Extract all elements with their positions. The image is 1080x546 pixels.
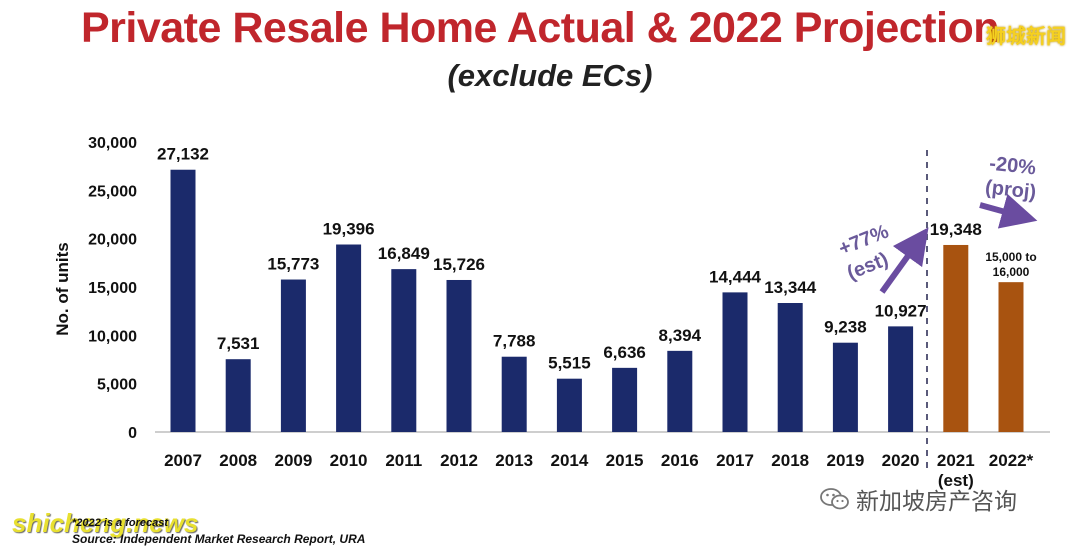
data-label-2016: 8,394 xyxy=(659,326,702,345)
y-tick-label: 20,000 xyxy=(88,232,137,249)
growth-arrow xyxy=(879,227,929,294)
x-tick-sublabel-2021: (est) xyxy=(938,471,974,490)
y-tick-label: 5,000 xyxy=(97,377,137,394)
chart-subtitle: (exclude ECs) xyxy=(447,58,653,93)
bar-2018 xyxy=(777,303,803,432)
bar-2022* xyxy=(998,282,1024,432)
bar-2010 xyxy=(336,244,362,432)
data-label-2007: 27,132 xyxy=(157,145,209,164)
x-tick-label-2022*: 2022* xyxy=(989,451,1034,470)
x-tick-label-2019: 2019 xyxy=(826,451,864,470)
bar-2009 xyxy=(280,279,306,432)
data-label-2012: 15,726 xyxy=(433,255,485,274)
data-label-2010: 19,396 xyxy=(323,220,375,239)
watermark-bottom-right: 新加坡房产咨询 xyxy=(820,482,1017,516)
decline-annotation-note: (proj) xyxy=(984,176,1037,203)
x-tick-label-2012: 2012 xyxy=(440,451,478,470)
chart-title: Private Resale Home Actual & 2022 Projec… xyxy=(80,4,1000,52)
data-label-2009: 15,773 xyxy=(267,255,319,274)
bar-2008 xyxy=(225,359,251,432)
bar-2021 xyxy=(943,244,969,432)
axes: 0 5,000 10,000 15,000 20,000 25,000 30,000 No. … xyxy=(53,135,1050,490)
source-note: Source: Independent Market Research Repo… xyxy=(72,532,366,546)
bar-2013 xyxy=(501,356,527,432)
x-tick-label-2016: 2016 xyxy=(661,451,699,470)
y-tick-label: 10,000 xyxy=(88,328,137,345)
data-label-2019: 9,238 xyxy=(824,318,867,337)
bar-2016 xyxy=(667,350,693,432)
data-label-2021: 19,348 xyxy=(930,220,982,239)
bar-2011 xyxy=(391,269,417,432)
x-tick-label-2011: 2011 xyxy=(385,451,422,470)
y-tick-label: 25,000 xyxy=(88,183,137,200)
bar-2019 xyxy=(832,342,858,432)
watermark-top-right: 狮城新闻 xyxy=(986,26,1066,48)
data-label-2008: 7,531 xyxy=(217,334,260,353)
y-axis-label: No. of units xyxy=(53,242,72,335)
bar-2020 xyxy=(888,326,914,432)
range-label-line1: 15,000 to xyxy=(985,250,1036,264)
decline-annotation-pct: -20% xyxy=(988,153,1037,180)
x-tick-label-2015: 2015 xyxy=(606,451,644,470)
data-label-2018: 13,344 xyxy=(764,278,817,297)
bar-2014 xyxy=(556,378,582,432)
data-label-2017: 14,444 xyxy=(709,267,762,286)
footnote: *2022 is a forecast xyxy=(72,517,169,529)
x-tick-label-2014: 2014 xyxy=(550,451,588,470)
bars xyxy=(170,169,1024,432)
bar-2017 xyxy=(722,292,748,432)
data-label-2011: 16,849 xyxy=(378,244,430,263)
y-tick-label: 30,000 xyxy=(88,135,137,152)
wechat-icon xyxy=(820,487,850,511)
x-tick-label-2010: 2010 xyxy=(330,451,368,470)
x-tick-label-2017: 2017 xyxy=(716,451,754,470)
bar-2007 xyxy=(170,169,196,432)
data-label-2013: 7,788 xyxy=(493,332,536,351)
x-tick-label-2008: 2008 xyxy=(219,451,257,470)
watermark-bottom-right-text: 新加坡房产咨询 xyxy=(856,488,1017,514)
x-tick-label-2007: 2007 xyxy=(164,451,202,470)
watermark-bottom-left: shicheng.news xyxy=(12,508,199,538)
range-label-line2: 16,000 xyxy=(993,265,1030,279)
data-label-2014: 5,515 xyxy=(548,354,591,373)
bar-2012 xyxy=(446,279,472,432)
data-label-2015: 6,636 xyxy=(603,343,646,362)
x-tick-label-2020: 2020 xyxy=(882,451,920,470)
bar-2015 xyxy=(612,367,638,432)
x-tick-label-2009: 2009 xyxy=(274,451,312,470)
y-tick-label: 15,000 xyxy=(88,280,137,297)
decline-arrow xyxy=(979,193,1038,229)
x-tick-label-2021: 2021 xyxy=(937,451,975,470)
x-tick-label-2013: 2013 xyxy=(495,451,533,470)
x-tick-label-2018: 2018 xyxy=(771,451,809,470)
data-label-2020: 10,927 xyxy=(875,301,927,320)
y-tick-label: 0 xyxy=(128,425,137,442)
